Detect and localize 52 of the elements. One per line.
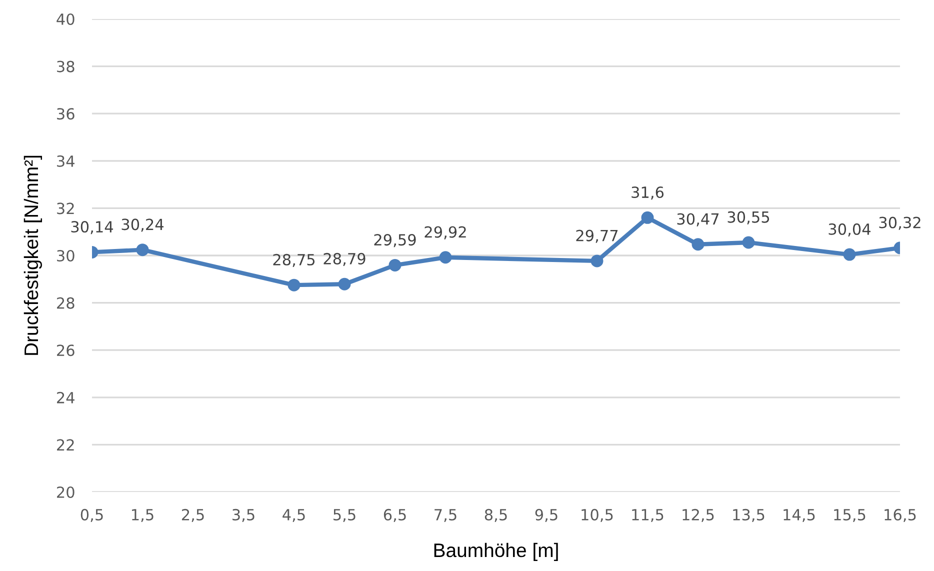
data-label: 30,04 — [828, 223, 871, 236]
y-tick-label: 24 — [57, 392, 74, 404]
x-tick-label: 0,5 — [80, 508, 103, 522]
x-tick-label: 13,5 — [733, 508, 764, 522]
y-axis-title: Druckfestigkeit [N/mm²] — [24, 156, 42, 355]
point — [742, 236, 755, 249]
x-tick-label: 16,5 — [884, 508, 916, 522]
y-tick-label: 30 — [57, 250, 74, 262]
x-tick-label: 10,5 — [582, 508, 613, 522]
data-label: 30,32 — [879, 216, 920, 230]
y-tick-label: 32 — [57, 202, 74, 214]
data-label: 29,77 — [576, 230, 618, 243]
y-tick-label: 22 — [57, 439, 74, 451]
point — [641, 211, 654, 224]
x-tick-label: 5,5 — [334, 509, 356, 522]
x-tick-label: 6,5 — [384, 508, 406, 522]
x-tick-label: 3,5 — [232, 508, 254, 522]
y-tick-label: 38 — [57, 60, 74, 72]
point — [136, 244, 149, 256]
point — [338, 278, 351, 290]
x-tick-label: 15,5 — [834, 509, 866, 522]
data-label: 29,59 — [374, 234, 416, 248]
x-tick-label: 11,5 — [632, 509, 664, 522]
x-tick-label: 14,5 — [784, 509, 815, 522]
x-tick-label: 1,5 — [132, 509, 154, 522]
point — [439, 251, 452, 264]
data-label: 30,24 — [122, 218, 164, 232]
data-label: 30,14 — [71, 221, 114, 234]
y-tick-label: 26 — [57, 344, 74, 356]
y-tick-label: 40 — [56, 13, 74, 26]
x-tick-label: 7,5 — [434, 509, 456, 522]
x-axis-title: Baumhöhe [m] — [434, 542, 558, 562]
data-label: 28,75 — [273, 254, 315, 267]
point — [288, 278, 300, 292]
x-tick-label: 12,5 — [682, 508, 714, 522]
point — [590, 254, 604, 268]
point — [388, 258, 402, 272]
y-tick-label: 36 — [57, 108, 74, 120]
y-tick-label: 28 — [57, 297, 74, 309]
y-tick-label: 34 — [57, 155, 74, 167]
data-label: 30,55 — [728, 211, 770, 224]
x-tick-label: 4,5 — [282, 509, 305, 522]
x-tick-label: 9,5 — [535, 508, 558, 522]
data-label: 31,6 — [632, 186, 664, 200]
x-tick-label: 8,5 — [484, 508, 507, 522]
x-tick-label: 2,5 — [182, 508, 204, 522]
point — [843, 248, 856, 261]
data-label: 28,79 — [324, 252, 366, 266]
y-tick-label: 20 — [57, 486, 74, 498]
point — [692, 238, 704, 251]
data-label: 30,47 — [677, 213, 719, 226]
data-label: 29,92 — [424, 226, 466, 240]
